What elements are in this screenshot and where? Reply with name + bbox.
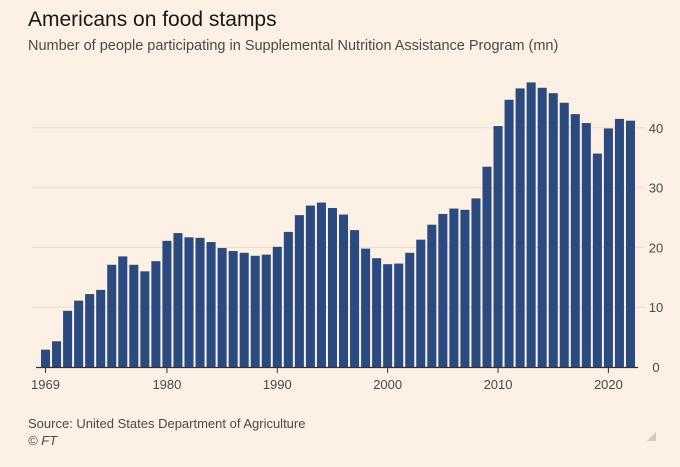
bar (570, 114, 580, 367)
resize-corner-icon (647, 432, 656, 441)
bar (129, 264, 139, 367)
bar (537, 87, 547, 368)
bar (449, 208, 459, 367)
bar (327, 207, 338, 367)
bars (40, 82, 636, 368)
bar (526, 82, 536, 367)
bar (416, 239, 426, 367)
bar (228, 251, 238, 367)
y-tick-label: 10 (649, 300, 663, 315)
bar (603, 128, 613, 367)
bar (581, 123, 591, 367)
bar (559, 102, 569, 368)
bar (151, 261, 161, 367)
bar (118, 256, 128, 367)
bar (316, 202, 326, 367)
bar (592, 153, 602, 367)
chart-title: Americans on food stamps (28, 8, 277, 31)
bar (140, 271, 150, 367)
bar (460, 209, 470, 367)
bar (283, 231, 293, 367)
x-tick-label: 1980 (152, 377, 181, 392)
bar (338, 214, 349, 367)
bar (173, 233, 183, 367)
bar (217, 248, 227, 367)
chart-subtitle: Number of people participating in Supple… (28, 38, 559, 54)
bar (350, 230, 360, 367)
bar (394, 263, 404, 367)
y-tick-label: 0 (652, 360, 659, 375)
bar (195, 237, 205, 367)
bar (206, 242, 216, 367)
bar (74, 300, 84, 367)
y-axis-labels: 0 10 20 30 40 (649, 121, 663, 375)
x-axis: 1969 1980 1990 2000 2010 2020 (31, 366, 638, 392)
x-tick-label: 1990 (263, 377, 292, 392)
bar (184, 237, 194, 367)
bar (85, 294, 95, 367)
bar (427, 224, 437, 367)
bar (361, 248, 371, 367)
bar (504, 99, 514, 367)
bar (261, 254, 271, 367)
bar (107, 264, 117, 367)
ft-credit: © FT (28, 433, 58, 448)
bar (482, 166, 492, 367)
x-tick-label: 2010 (484, 377, 513, 392)
bar (614, 118, 624, 367)
y-tick-label: 30 (649, 181, 663, 196)
bar (96, 289, 106, 367)
x-tick-label: 1969 (31, 377, 60, 392)
source-note: Source: United States Department of Agri… (28, 416, 306, 431)
bar (294, 215, 304, 367)
bar (383, 264, 393, 367)
bar (162, 240, 172, 367)
bar (438, 213, 448, 367)
bar (625, 120, 636, 367)
bar (63, 310, 73, 367)
bar (548, 93, 558, 367)
bar (52, 341, 62, 367)
bar (405, 252, 415, 367)
x-tick-label: 2020 (594, 377, 623, 392)
bar (471, 198, 481, 367)
bar (305, 205, 315, 367)
bar (250, 255, 260, 367)
bar (493, 126, 503, 367)
y-tick-label: 20 (649, 240, 663, 255)
bar (239, 252, 249, 367)
x-tick-label: 2000 (373, 377, 402, 392)
bar (40, 349, 51, 367)
bar (372, 258, 382, 367)
y-tick-label: 40 (649, 121, 663, 136)
bar (515, 88, 525, 368)
bar (272, 246, 282, 367)
